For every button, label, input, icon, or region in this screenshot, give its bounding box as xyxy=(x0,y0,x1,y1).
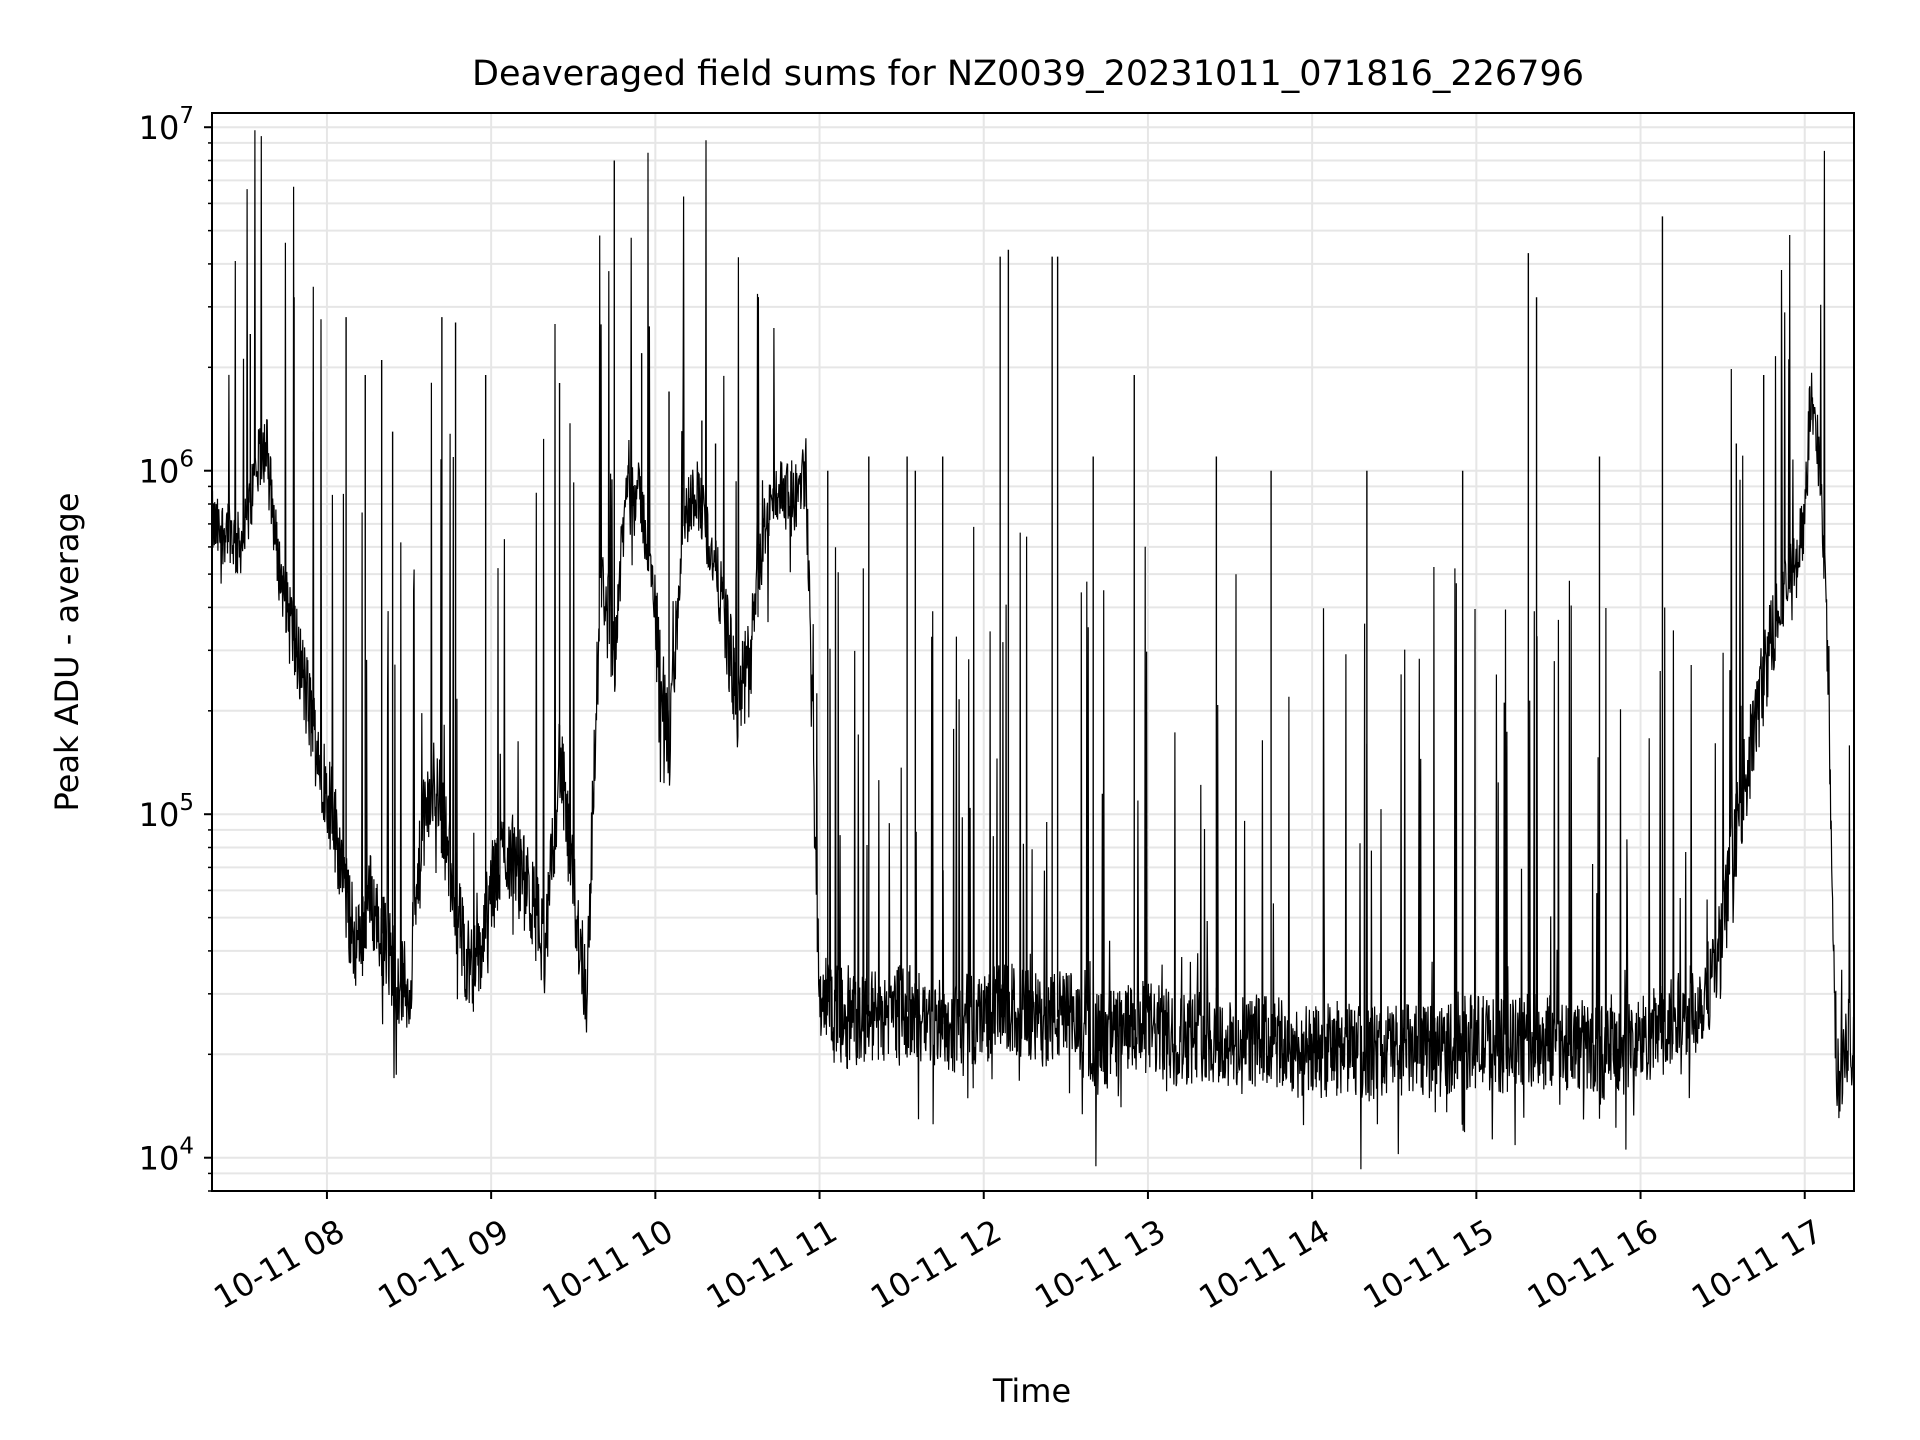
x-axis-label: Time xyxy=(992,1372,1071,1410)
y-tick-label: 105 xyxy=(139,790,194,834)
y-tick-base: 10 xyxy=(139,453,180,491)
chart-title: Deaveraged field sums for NZ0039_2023101… xyxy=(472,54,1584,94)
plot-area-frame xyxy=(211,112,1855,1192)
y-tick-exponent: 7 xyxy=(179,103,194,129)
y-tick-label: 104 xyxy=(139,1134,194,1178)
y-tick-exponent: 6 xyxy=(179,447,194,473)
y-tick-base: 10 xyxy=(139,1140,180,1178)
y-tick-base: 10 xyxy=(139,109,180,147)
y-axis-label: Peak ADU - average xyxy=(48,493,86,812)
y-tick-exponent: 5 xyxy=(179,790,194,816)
y-tick-label: 107 xyxy=(139,103,194,147)
series-line xyxy=(211,130,1855,1170)
y-tick-base: 10 xyxy=(139,796,180,834)
series-layer xyxy=(211,130,1855,1170)
y-tick-label: 106 xyxy=(139,447,194,491)
y-tick-exponent: 4 xyxy=(179,1134,194,1160)
